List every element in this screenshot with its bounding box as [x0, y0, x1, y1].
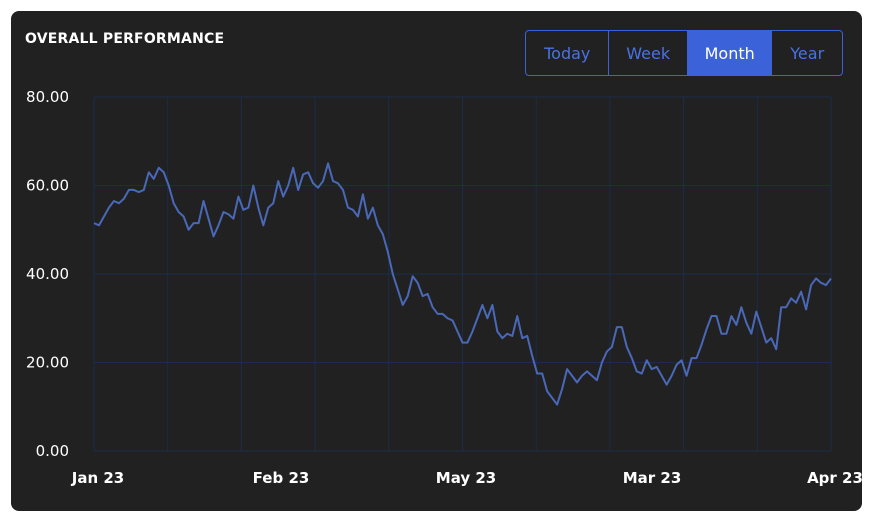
tab-month[interactable]: Month	[687, 31, 773, 75]
y-tick-label: 80.00	[26, 88, 69, 106]
tab-today[interactable]: Today	[526, 31, 610, 75]
tab-year[interactable]: Year	[790, 43, 825, 63]
x-tick-label: Mar 23	[623, 469, 682, 487]
x-tick-label: May 23	[436, 469, 496, 487]
y-tick-label: 40.00	[26, 265, 69, 283]
y-tick-label: 0.00	[36, 442, 69, 460]
tab-week[interactable]: Week	[609, 31, 688, 75]
performance-card: OVERALL PERFORMANCE Today Week Month Yea…	[11, 11, 862, 511]
x-tick-label: Feb 23	[253, 469, 310, 487]
chart-grid	[93, 96, 832, 452]
series-line	[93, 162, 832, 406]
x-tick-label: Jan 23	[71, 469, 124, 487]
series-group	[93, 162, 832, 406]
y-tick-label: 20.00	[26, 354, 69, 372]
x-tick-label: Apr 23	[807, 469, 863, 487]
range-selector: Today Week Month Year	[525, 30, 843, 76]
chart-title: OVERALL PERFORMANCE	[25, 31, 225, 47]
y-axis: 0.00 20.00 40.00 60.00 80.00	[26, 88, 69, 460]
y-tick-label: 60.00	[26, 177, 69, 195]
x-axis: Jan 23 Feb 23 May 23 Mar 23 Apr 23	[71, 469, 863, 487]
